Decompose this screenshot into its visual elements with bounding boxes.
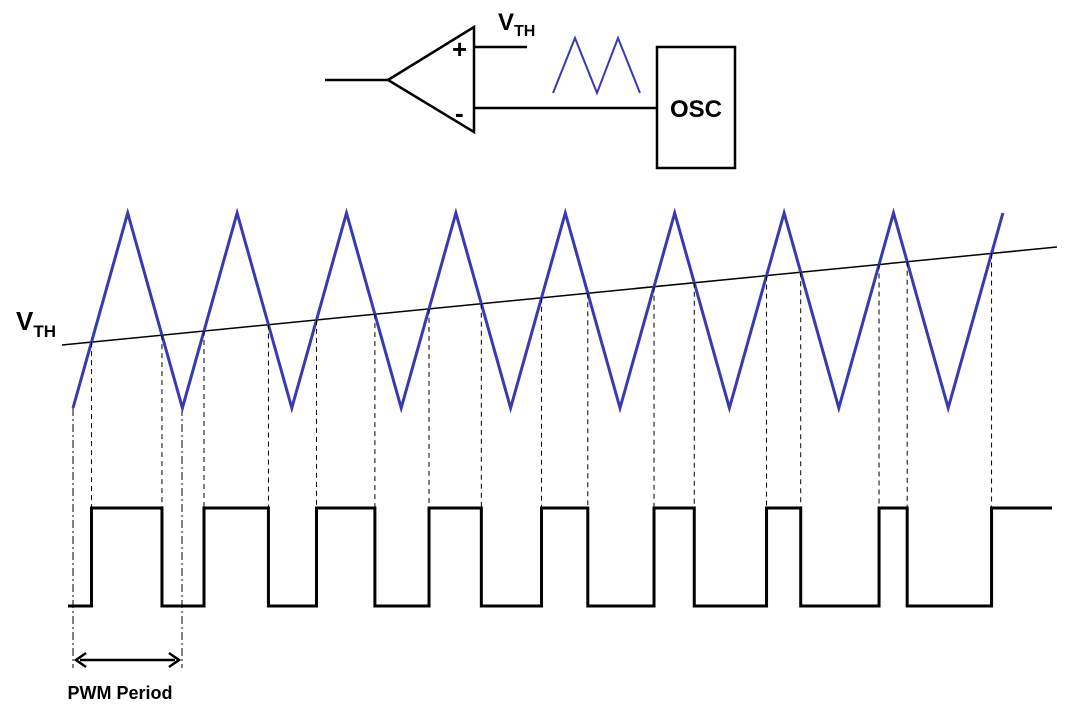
vth-label: VTH [16, 306, 56, 341]
threshold-label: VTH [498, 9, 535, 40]
threshold-line [61, 246, 1058, 346]
threshold-sub: TH [514, 23, 535, 40]
osc-waveform-icon [552, 35, 641, 96]
pwm-period-label: PWM Period [67, 683, 172, 703]
pwm-output [68, 506, 1052, 608]
plus-sign: + [452, 34, 467, 64]
vth-main: V [16, 306, 34, 336]
threshold-main: V [498, 9, 514, 36]
oscillator-label: OSC [670, 96, 722, 123]
triangle-wave [71, 207, 1005, 414]
oscillator-box [655, 45, 737, 170]
comparator [385, 24, 476, 135]
vth-sub: TH [33, 322, 56, 341]
minus-sign: - [455, 98, 464, 128]
arrow-head-right [168, 651, 182, 669]
arrow-head-left [73, 651, 87, 669]
